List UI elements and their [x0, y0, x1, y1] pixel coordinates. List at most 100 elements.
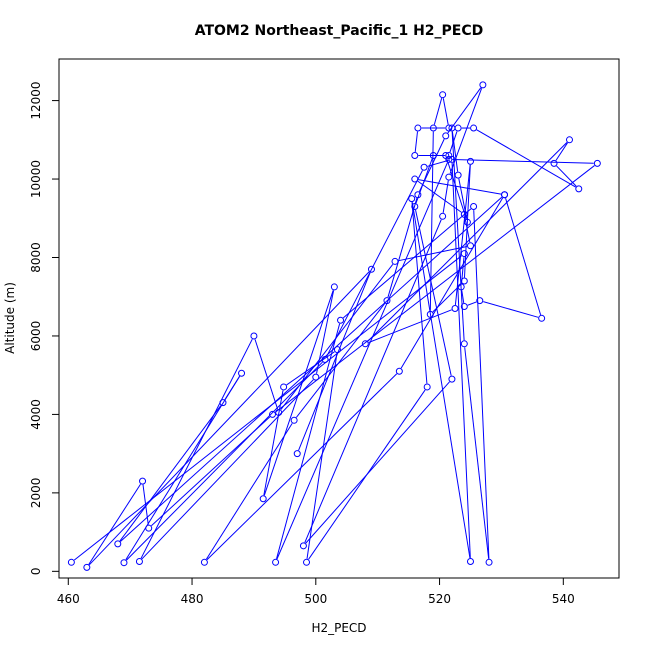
series-line-segment — [505, 198, 542, 315]
series-line-segment — [451, 131, 465, 341]
series-line-segment — [263, 290, 334, 496]
data-point — [445, 155, 453, 163]
series-line-segment — [432, 283, 463, 313]
series-line-segment — [224, 376, 241, 400]
data-point — [426, 310, 434, 318]
series-line-segment — [276, 162, 448, 560]
data-point — [470, 203, 478, 211]
series-line-segment — [411, 202, 471, 559]
series-line-segment — [151, 416, 271, 527]
series-line-segment — [467, 301, 477, 306]
data-point — [361, 340, 369, 348]
y-tick-label: 0 — [29, 568, 43, 576]
data-point — [550, 159, 558, 167]
series-line-segment — [433, 98, 443, 125]
data-point — [337, 316, 345, 324]
data-point — [457, 283, 465, 291]
data-point — [268, 410, 276, 418]
y-tick-label: 8000 — [29, 242, 43, 273]
data-point — [290, 416, 298, 424]
series-line-segment — [140, 338, 253, 559]
data-point — [460, 340, 468, 348]
series-line-segment — [473, 210, 490, 559]
data-point — [565, 136, 573, 144]
series-line-segment — [316, 290, 335, 374]
data-point — [272, 558, 280, 566]
series-line-segment — [119, 405, 222, 542]
data-point — [135, 558, 143, 566]
series-line-segment — [442, 180, 449, 213]
data-point — [476, 297, 484, 305]
series-line-segment — [304, 219, 442, 543]
data-point — [414, 191, 422, 199]
series-line-segment — [400, 197, 504, 369]
series-line-segment — [414, 131, 418, 152]
data-point — [200, 558, 208, 566]
data-point — [280, 383, 288, 391]
series-line-segment — [141, 379, 314, 560]
data-point — [442, 132, 450, 140]
series-line-segment — [205, 423, 293, 560]
data-point — [466, 558, 474, 566]
data-point — [219, 399, 227, 407]
series-line-segment — [442, 98, 449, 125]
data-point — [454, 171, 462, 179]
series-line-segment — [367, 142, 568, 342]
series-line-segment — [556, 165, 577, 187]
y-tick-label: 12000 — [29, 81, 43, 119]
series-line-segment — [88, 271, 370, 566]
series-line-segment — [126, 361, 323, 561]
data-point — [445, 152, 453, 160]
data-point — [238, 369, 246, 377]
data-point — [420, 163, 428, 171]
data-point — [391, 257, 399, 265]
data-point — [383, 297, 391, 305]
y-tick-label: 4000 — [29, 399, 43, 430]
chart-title: ATOM2 Northeast_Pacific_1 H2_PECD — [195, 23, 484, 39]
series-line-segment — [342, 208, 472, 319]
data-point — [460, 210, 468, 218]
data-point — [83, 563, 91, 571]
data-point — [259, 495, 267, 503]
data-point — [439, 91, 447, 99]
data-point — [321, 355, 329, 363]
data-point — [408, 195, 416, 203]
series-line-segment — [88, 483, 142, 565]
y-tick-label: 2000 — [29, 478, 43, 509]
data-point — [575, 185, 583, 193]
y-axis-label: Altitude (m) — [3, 282, 17, 354]
data-point — [429, 124, 437, 132]
series-line-segment — [446, 158, 467, 219]
x-tick-label: 500 — [304, 592, 327, 606]
data-point — [451, 304, 459, 312]
data-point — [460, 250, 468, 258]
data-point — [448, 375, 456, 383]
data-point — [485, 558, 493, 566]
data-point — [333, 346, 341, 354]
data-point — [120, 559, 128, 567]
data-point — [411, 152, 419, 160]
data-point — [67, 558, 75, 566]
data-point — [145, 524, 153, 532]
series-line-segment — [275, 165, 595, 413]
series-line-segment — [142, 484, 149, 525]
series-line-segment — [120, 196, 503, 542]
series-line-segment — [125, 376, 241, 560]
data-point — [593, 159, 601, 167]
data-point — [293, 450, 301, 458]
series-line-segment — [206, 373, 398, 561]
data-point — [250, 332, 258, 340]
series-line-segment — [427, 159, 449, 167]
data-point — [460, 277, 468, 285]
series-line-segment — [451, 162, 471, 558]
series-line-segment — [254, 339, 279, 410]
data-point — [466, 242, 474, 250]
series-line-segment — [451, 131, 459, 172]
series-line-segment — [463, 164, 471, 278]
data-point — [470, 124, 478, 132]
series-line-segment — [454, 164, 471, 305]
data-point — [538, 314, 546, 322]
